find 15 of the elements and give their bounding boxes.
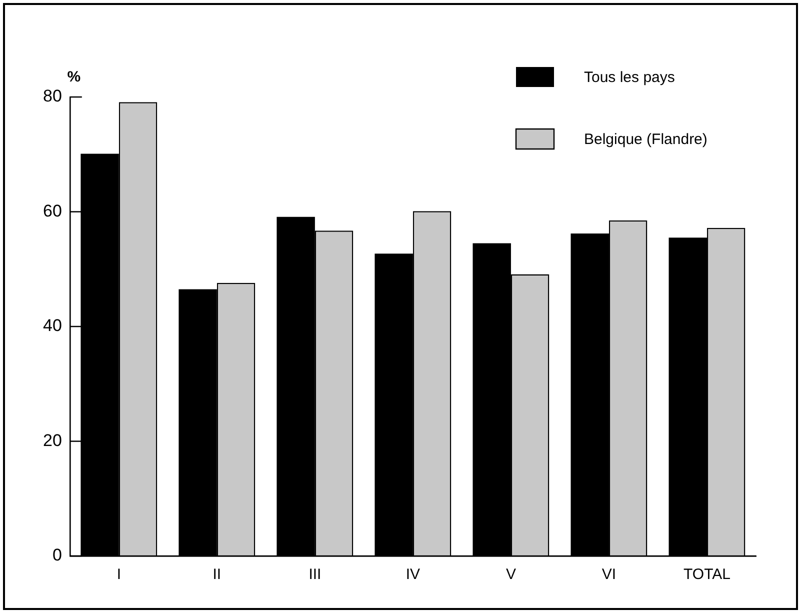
y-axis-title: %	[67, 68, 81, 86]
legend-label: Belgique (Flandre)	[584, 131, 708, 148]
y-tick-label: 60	[42, 201, 62, 220]
x-tick-label: VI	[602, 566, 616, 584]
x-tick-label: II	[212, 566, 222, 584]
x-tick-label: I	[116, 566, 121, 584]
y-tick-label: 20	[42, 430, 62, 450]
y-tick-label: 0	[52, 546, 62, 565]
x-tick-label: TOTAL	[684, 566, 730, 584]
legend-label: Tous les pays	[584, 69, 675, 86]
y-tick-label: 80	[42, 86, 62, 106]
x-tick-label: IV	[406, 566, 420, 584]
x-tick-label: III	[308, 566, 322, 584]
x-tick-label: V	[506, 566, 516, 584]
y-tick-label: 40	[42, 316, 62, 336]
